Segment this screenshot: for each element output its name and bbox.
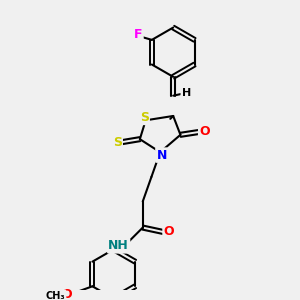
Text: H: H (182, 88, 191, 98)
Text: S: S (113, 136, 122, 148)
Text: N: N (156, 148, 167, 162)
Text: CH₃: CH₃ (46, 291, 65, 300)
Text: F: F (134, 28, 142, 41)
Text: S: S (140, 111, 149, 124)
Text: O: O (164, 225, 174, 239)
Text: O: O (199, 125, 210, 138)
Text: O: O (61, 288, 72, 300)
Text: NH: NH (108, 239, 129, 252)
